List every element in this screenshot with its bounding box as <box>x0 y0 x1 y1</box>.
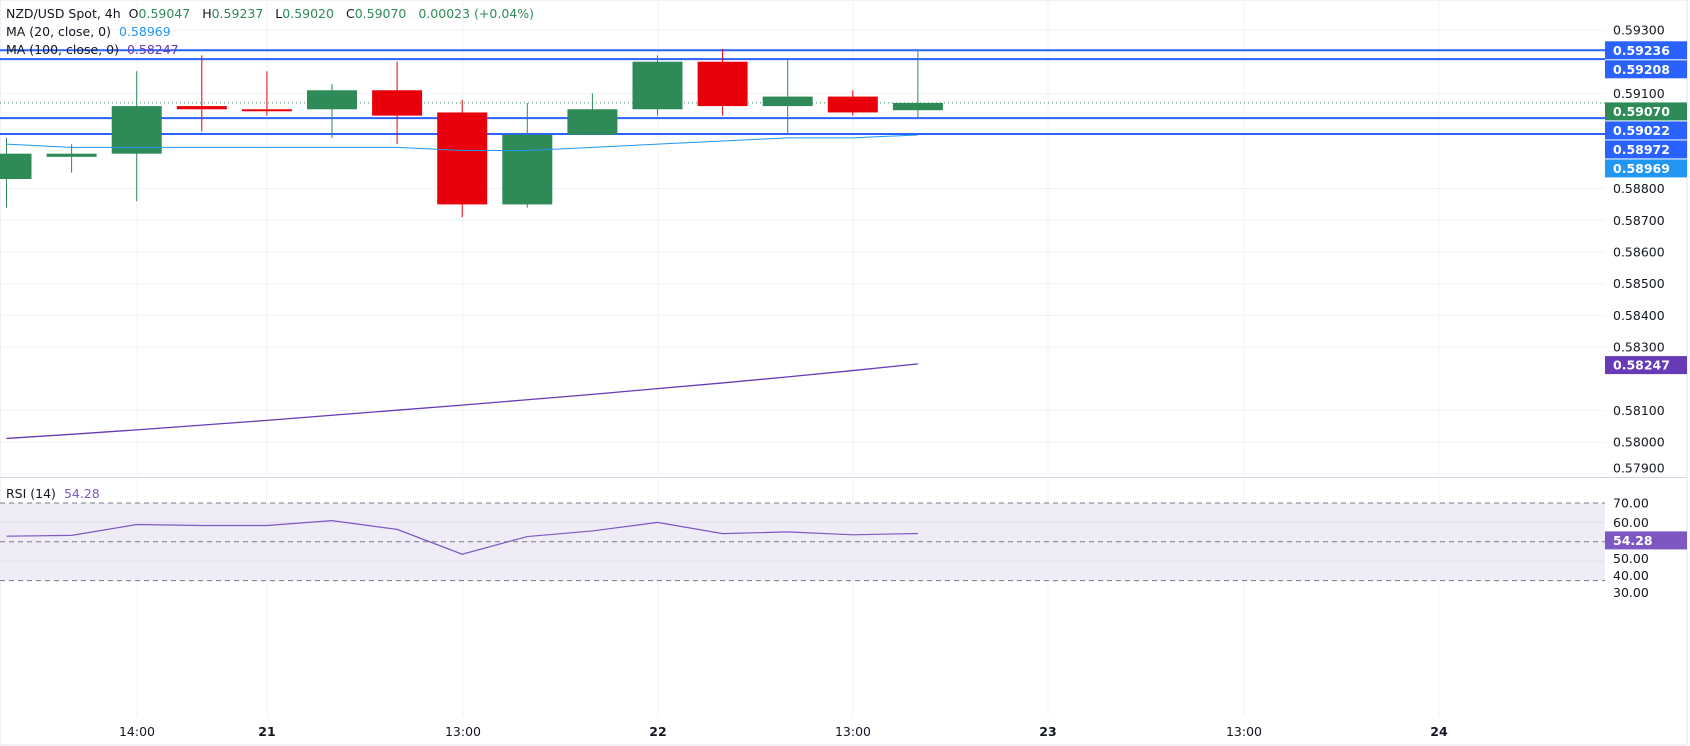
ohlc-high: H0.59237 <box>202 6 267 21</box>
high-value: 0.59237 <box>211 6 264 21</box>
candle-body[interactable] <box>437 112 488 205</box>
x-tick-label: 21 <box>258 724 275 739</box>
price-tick-label: 0.58500 <box>1613 276 1665 291</box>
candle-body[interactable] <box>632 61 683 110</box>
x-tick-label: 13:00 <box>835 724 871 739</box>
x-tick-label: 24 <box>1430 724 1448 739</box>
x-tick-label: 22 <box>649 724 666 739</box>
low-label: L <box>275 6 283 21</box>
candle-body[interactable] <box>111 106 162 154</box>
ma20-value: 0.58969 <box>119 24 171 39</box>
x-tick-label: 14:00 <box>119 724 155 739</box>
rsi-value: 54.28 <box>63 486 100 501</box>
ma100-name: MA (100, close, 0) <box>6 42 119 57</box>
candle-body[interactable] <box>892 102 943 111</box>
open-label: O <box>128 6 139 21</box>
change-value: 0.00023 (+0.04%) <box>418 6 534 21</box>
ma100-legend[interactable]: MA (100, close, 0) 0.58247 <box>6 42 183 57</box>
price-tick-label: 0.58800 <box>1613 181 1665 196</box>
price-tick-label: 0.58000 <box>1613 435 1665 450</box>
price-tick-label: 0.57900 <box>1613 461 1665 476</box>
price-tick-label: 0.59300 <box>1613 23 1665 38</box>
hline-price-label: 0.59208 <box>1613 62 1670 77</box>
hline-price-label-bg <box>1605 41 1687 60</box>
candle-body[interactable] <box>762 96 813 107</box>
high-label: H <box>202 6 212 21</box>
candle-body[interactable] <box>372 90 423 116</box>
rsi-line <box>6 520 918 555</box>
last-price-label-bg <box>1605 102 1687 121</box>
candle-body[interactable] <box>697 61 748 107</box>
candle-body[interactable] <box>567 109 618 135</box>
ma20-name: MA (20, close, 0) <box>6 24 112 39</box>
candle-body[interactable] <box>176 106 227 110</box>
symbol-title[interactable]: NZD/USD Spot, 4h <box>6 6 121 21</box>
hline-price-label-bg <box>1605 60 1687 79</box>
ma100-price-label-bg <box>1605 356 1687 375</box>
candle-body[interactable] <box>307 90 357 110</box>
last-price-label: 0.59070 <box>1613 104 1670 119</box>
hline-price-label: 0.59022 <box>1613 123 1670 138</box>
price-tick-label: 0.59100 <box>1613 86 1665 101</box>
hline-price-label: 0.58972 <box>1613 142 1670 157</box>
ma100-line <box>6 363 918 440</box>
rsi-legend[interactable]: RSI (14) 54.28 <box>6 486 104 501</box>
ohlc-low: L0.59020 <box>275 6 338 21</box>
price-tick-label: 0.58300 <box>1613 340 1665 355</box>
x-tick-label: 13:00 <box>445 724 481 739</box>
rsi-value-label: 54.28 <box>1613 533 1653 548</box>
ohlc-open: O0.59047 <box>129 6 195 21</box>
close-value: 0.59070 <box>354 6 407 21</box>
hline-price-label: 0.59236 <box>1613 43 1670 58</box>
rsi-tick-label: 70.00 <box>1613 496 1649 511</box>
ma20-legend[interactable]: MA (20, close, 0) 0.58969 <box>6 24 175 39</box>
candle-body[interactable] <box>241 109 292 112</box>
candle-body[interactable] <box>0 153 32 180</box>
candle-body[interactable] <box>827 96 878 113</box>
low-value: 0.59020 <box>282 6 334 21</box>
price-tick-label: 0.58400 <box>1613 308 1665 323</box>
x-tick-label: 23 <box>1039 724 1056 739</box>
open-value: 0.59047 <box>138 6 191 21</box>
ohlc-close: C0.59070 <box>346 6 410 21</box>
x-tick-label: 13:00 <box>1226 724 1262 739</box>
close-label: C <box>345 6 355 21</box>
ma20-price-label-bg <box>1605 159 1687 178</box>
hline-price-label-bg <box>1605 121 1687 140</box>
price-tick-label: 0.58600 <box>1613 244 1665 259</box>
rsi-name: RSI (14) <box>6 486 56 501</box>
rsi-tick-label: 60.00 <box>1613 515 1649 530</box>
hline-price-label-bg <box>1605 140 1687 159</box>
candle-body[interactable] <box>46 153 97 157</box>
price-tick-label: 0.58100 <box>1613 403 1665 418</box>
ma20-line <box>6 134 918 151</box>
rsi-tick-label: 50.00 <box>1613 551 1649 566</box>
ma100-value: 0.58247 <box>126 42 179 57</box>
symbol-legend: NZD/USD Spot, 4h O0.59047 H0.59237 L0.59… <box>6 6 538 21</box>
rsi-tick-label: 30.00 <box>1613 585 1649 600</box>
rsi-tick-label: 40.00 <box>1613 568 1649 583</box>
price-tick-label: 0.58700 <box>1613 213 1665 228</box>
rsi-value-label-bg <box>1605 531 1687 550</box>
ma100-price-label: 0.58247 <box>1613 358 1670 373</box>
ma20-price-label: 0.58969 <box>1613 161 1670 176</box>
candle-body[interactable] <box>502 134 553 205</box>
